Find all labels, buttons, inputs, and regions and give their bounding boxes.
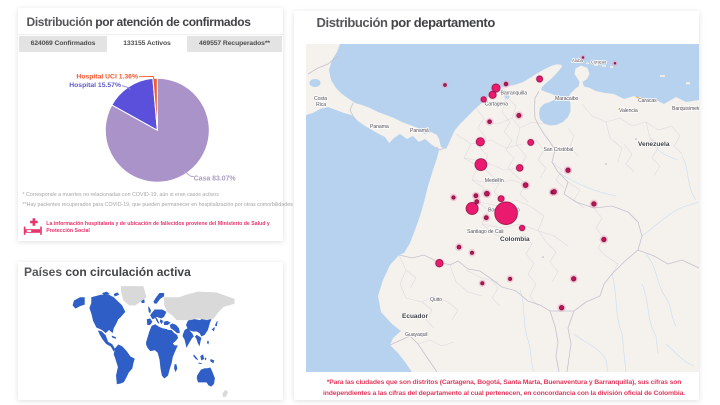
- svg-text:Curaçao: Curaçao: [591, 60, 607, 65]
- svg-text:Aruba: Aruba: [572, 58, 583, 63]
- svg-text:Casa 83.07%: Casa 83.07%: [194, 175, 236, 182]
- svg-text:Valencia: Valencia: [619, 108, 638, 114]
- svg-text:Quito: Quito: [430, 297, 442, 303]
- svg-text:Venezuela: Venezuela: [638, 141, 670, 148]
- svg-text:Rica: Rica: [316, 102, 326, 108]
- svg-text:Colombia: Colombia: [500, 236, 530, 243]
- svg-text:Hospital UCI 1.36%: Hospital UCI 1.36%: [76, 74, 138, 81]
- svg-text:Panamá: Panamá: [410, 128, 429, 134]
- svg-text:Cartagena: Cartagena: [485, 102, 509, 108]
- svg-text:Panama: Panama: [370, 124, 389, 130]
- svg-text:San Cristóbal: San Cristóbal: [544, 147, 574, 153]
- svg-text:Guayaquil: Guayaquil: [405, 332, 427, 338]
- svg-text:Ecuador: Ecuador: [402, 313, 428, 320]
- svg-text:Caracas: Caracas: [638, 98, 657, 104]
- svg-text:Costa: Costa: [314, 96, 327, 102]
- svg-text:Santiago de Cali: Santiago de Cali: [467, 229, 503, 235]
- svg-text:Hospital 15.57%: Hospital 15.57%: [69, 82, 121, 89]
- svg-text:Maracaibo: Maracaibo: [555, 96, 579, 102]
- svg-text:Barquisimeto: Barquisimeto: [672, 106, 699, 112]
- svg-text:Medellín: Medellín: [485, 178, 504, 184]
- svg-text:Barranquilla: Barranquilla: [501, 91, 528, 97]
